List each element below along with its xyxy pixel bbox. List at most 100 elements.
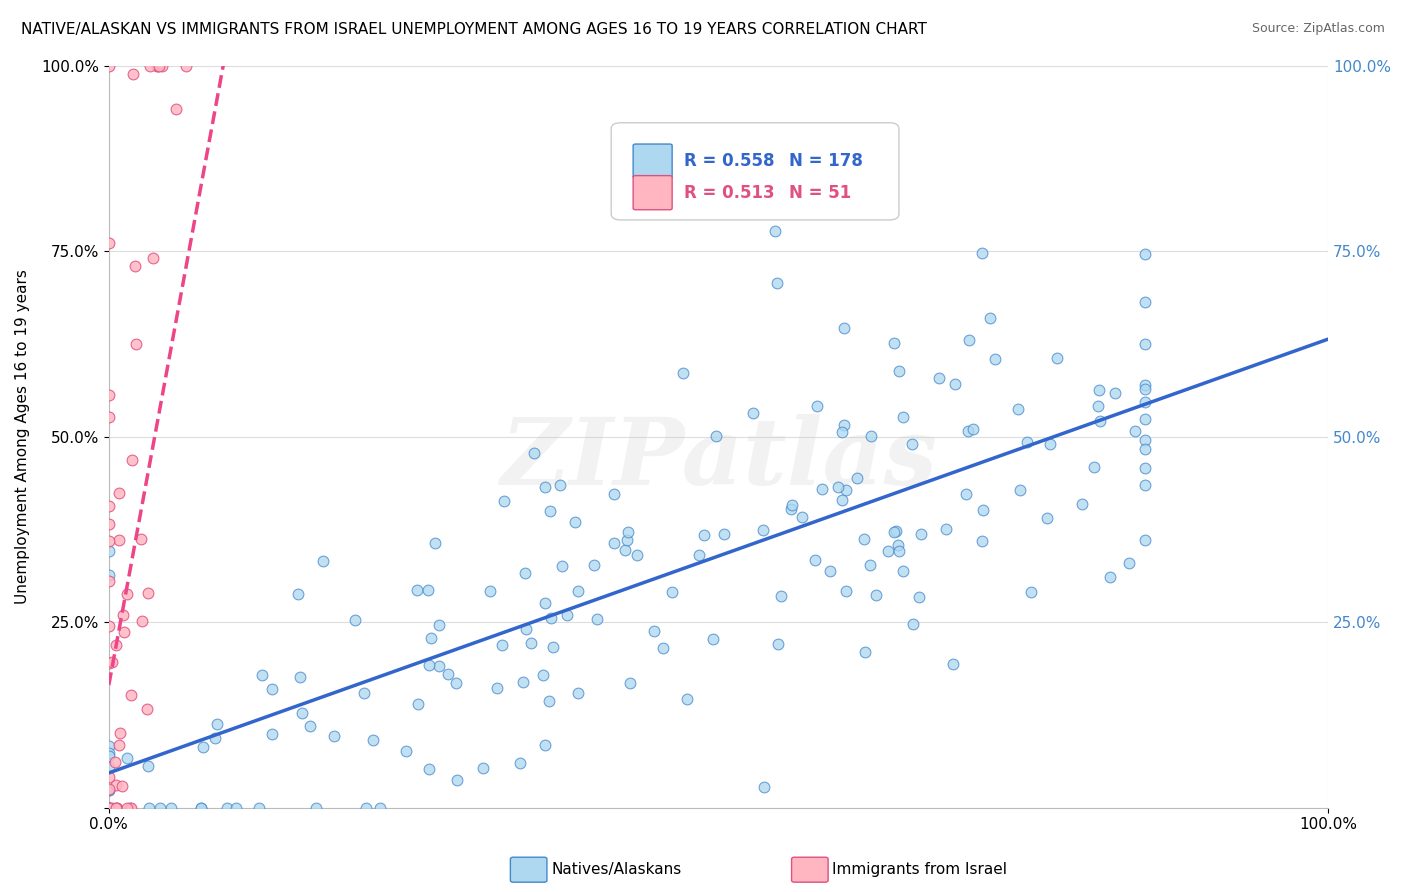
Point [146,59,169,73]
Text: Natives/Alaskans: Natives/Alaskans [551,863,682,877]
Point [831,493,853,508]
Point [672,366,695,380]
Point [120,688,142,702]
Point [191,739,214,754]
Point [1104,385,1126,400]
Point [125,337,148,351]
Point [136,759,159,773]
Text: Source: ZipAtlas.com: Source: ZipAtlas.com [1251,22,1385,36]
Point [537,694,560,708]
Point [1083,460,1105,475]
Point [957,424,980,438]
Point [97,800,120,814]
Point [766,637,789,651]
Point [533,738,555,752]
Point [1135,295,1157,310]
Point [901,617,924,632]
Point [105,800,128,814]
Point [846,471,869,485]
Point [129,532,152,546]
Point [111,607,134,622]
Point [142,252,165,266]
Point [97,782,120,797]
Point [97,236,120,251]
Point [928,371,950,385]
Point [1135,412,1157,426]
Point [446,676,468,690]
Point [174,59,197,73]
Point [811,482,834,496]
Point [105,638,128,652]
Point [395,744,418,758]
Point [1036,510,1059,524]
Point [1010,483,1032,497]
Point [752,523,775,537]
Point [97,748,120,763]
Point [889,543,911,558]
Point [250,668,273,682]
Point [97,800,120,814]
Point [1135,383,1157,397]
Text: ZIPatlas: ZIPatlas [501,414,936,504]
Point [602,536,624,550]
Point [713,527,735,541]
Point [437,667,460,681]
Point [427,658,450,673]
Point [1046,351,1069,366]
Point [1088,413,1111,427]
Point [1135,395,1157,409]
Point [105,800,128,814]
Point [614,542,637,557]
Point [859,428,882,442]
Point [752,780,775,794]
Point [108,725,131,739]
Point [485,681,508,695]
Point [249,800,271,814]
Point [111,780,134,794]
Point [835,483,858,497]
Point [1007,402,1029,417]
Point [131,614,153,628]
FancyBboxPatch shape [633,176,672,210]
Point [135,702,157,716]
Point [104,800,127,814]
Point [550,558,572,573]
Point [418,583,440,598]
Point [97,533,120,548]
Point [769,589,792,603]
Point [1118,556,1140,570]
Point [139,59,162,73]
Point [112,625,135,640]
Point [446,772,468,787]
Point [101,655,124,669]
Point [100,800,122,814]
Point [262,682,284,697]
Point [1135,337,1157,351]
Text: N = 51: N = 51 [789,184,852,202]
Point [804,553,827,567]
Point [603,487,626,501]
Point [531,667,554,681]
Point [693,528,716,542]
Point [149,800,172,814]
Point [121,452,143,467]
Point [1135,477,1157,491]
Point [834,584,856,599]
Point [97,409,120,424]
Point [107,738,129,752]
Point [782,499,804,513]
Text: NATIVE/ALASKAN VS IMMIGRANTS FROM ISRAEL UNEMPLOYMENT AMONG AGES 16 TO 19 YEARS : NATIVE/ALASKAN VS IMMIGRANTS FROM ISRAEL… [21,22,927,37]
Point [548,478,571,492]
Point [262,727,284,741]
Point [1133,533,1156,547]
Point [910,527,932,541]
Point [972,246,994,260]
Point [291,706,314,721]
Point [515,622,537,636]
Point [1087,399,1109,413]
Point [891,410,914,425]
Point [865,589,887,603]
Point [353,685,375,699]
Point [1125,425,1147,439]
Point [1015,435,1038,450]
